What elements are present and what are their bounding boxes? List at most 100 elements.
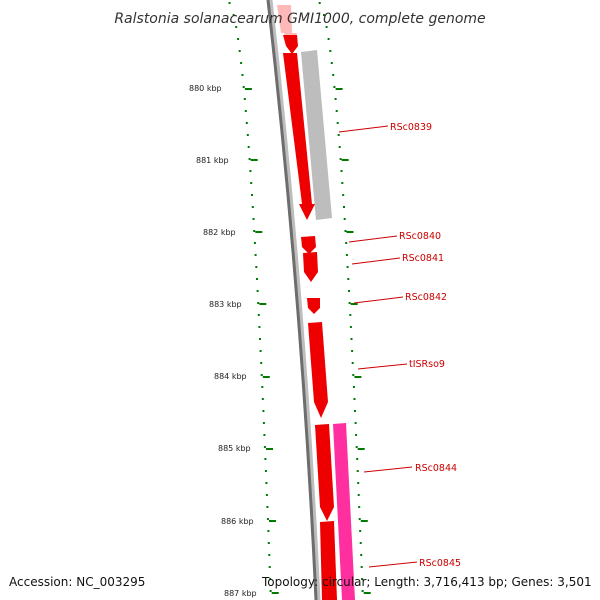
tick-mark [244, 110, 247, 112]
tick-mark [359, 530, 362, 532]
gene-labels: RSc0839 RSc0840 RSc0841 RSc0842 tISRso9 … [390, 122, 461, 569]
accession-text: Accession: NC_003295 [9, 575, 146, 589]
major-tick-mark [335, 88, 343, 90]
major-tick-mark [244, 88, 252, 90]
gene-label[interactable]: RSc0841 [402, 253, 444, 264]
tick-mark [254, 254, 257, 256]
tick-mark [267, 542, 270, 544]
tick-mark [361, 590, 364, 592]
major-tick-mark [363, 592, 371, 594]
tick-mark [240, 62, 243, 64]
tick-mark [235, 26, 238, 28]
tick-mark [353, 398, 356, 400]
tick-mark [341, 182, 344, 184]
tick-mark [261, 398, 264, 400]
gene-label[interactable]: RSc0842 [405, 292, 447, 303]
tick-mark [345, 254, 348, 256]
gene-label[interactable]: RSc0845 [419, 558, 461, 569]
tick-mark [248, 158, 251, 160]
tick-mark [340, 170, 343, 172]
tick-mark [264, 458, 267, 460]
major-tick-mark [271, 592, 279, 594]
major-tick-mark [346, 231, 354, 233]
tick-mark [260, 362, 263, 364]
tick-mark [360, 566, 363, 568]
tick-mark [257, 314, 260, 316]
tick-mark [352, 386, 355, 388]
major-tick-mark [357, 448, 365, 450]
tick-mark [251, 194, 253, 196]
kbp-label: 881 kbp [196, 156, 229, 165]
tick-mark [259, 350, 262, 352]
gene-arrow[interactable] [315, 424, 334, 521]
tick-mark [266, 506, 269, 508]
gene-arrow[interactable] [301, 236, 316, 254]
tick-mark [241, 74, 244, 76]
tick-mark [255, 266, 258, 268]
tick-mark [358, 518, 361, 520]
major-tick-mark [350, 303, 358, 305]
gene-label-leaders [338, 125, 418, 568]
tick-mark [330, 62, 333, 64]
cds-block[interactable] [333, 423, 355, 600]
tick-mark [263, 434, 266, 436]
tick-mark [357, 494, 360, 496]
leader-line [348, 235, 398, 243]
gene-arrow[interactable] [308, 322, 328, 418]
gene-label[interactable]: RSc0844 [415, 463, 457, 474]
gene-arrow[interactable] [307, 298, 320, 314]
tick-mark [259, 338, 261, 340]
tick-mark [325, 26, 328, 28]
gene-arrow[interactable] [283, 35, 298, 54]
tick-mark [361, 578, 364, 580]
tick-mark [333, 86, 336, 88]
major-tick-mark [250, 159, 258, 161]
gene-arrow[interactable] [303, 252, 318, 282]
tick-mark [354, 422, 357, 424]
gene-label[interactable]: RSc0840 [399, 231, 441, 242]
leader-line [353, 296, 404, 304]
major-tick-mark [255, 231, 263, 233]
major-tick-mark [266, 448, 273, 450]
tick-mark [246, 134, 249, 136]
genome-backbone [266, 0, 318, 600]
cds-block[interactable] [301, 50, 332, 220]
major-tick-mark [354, 376, 362, 378]
tick-mark [256, 290, 259, 292]
major-tick-mark [262, 376, 270, 378]
tick-mark [262, 410, 265, 412]
gene-label[interactable]: tISRso9 [409, 359, 445, 370]
map-title: Ralstonia solanacearum GMI1000, complete… [114, 11, 485, 27]
tick-mark [265, 494, 268, 496]
tick-mark [238, 50, 241, 52]
tick-mark [356, 470, 359, 472]
tick-mark [318, 2, 321, 4]
tick-mark [232, 14, 235, 16]
major-tick-mark [259, 303, 267, 305]
tick-mark [243, 98, 246, 100]
leader-line [351, 257, 401, 265]
kbp-label: 884 kbp [214, 372, 247, 381]
tick-mark [342, 194, 345, 196]
tick-mark [337, 134, 340, 136]
tick-mark [350, 338, 353, 340]
tick-mark [351, 362, 354, 364]
tick-mark [249, 170, 252, 172]
tick-mark [323, 14, 325, 16]
tick-mark [346, 266, 349, 268]
tick-mark [245, 122, 248, 124]
tick-mark [336, 122, 339, 124]
tick-mark [348, 290, 350, 292]
tick-mark [267, 530, 270, 532]
kbp-label: 885 kbp [218, 444, 251, 453]
tick-mark [258, 326, 261, 328]
tick-mark [260, 374, 263, 376]
kbp-label: 880 kbp [189, 84, 222, 93]
major-tick-mark [341, 159, 349, 161]
gene-label[interactable]: RSc0839 [390, 122, 432, 133]
gene-arrow[interactable] [283, 53, 315, 220]
kbp-axis: 880 kbp 881 kbp 882 kbp 883 kbp 884 kbp … [189, 84, 257, 598]
gene-arrow[interactable] [320, 521, 337, 600]
tick-mark [349, 326, 352, 328]
tick-mark [329, 50, 332, 52]
